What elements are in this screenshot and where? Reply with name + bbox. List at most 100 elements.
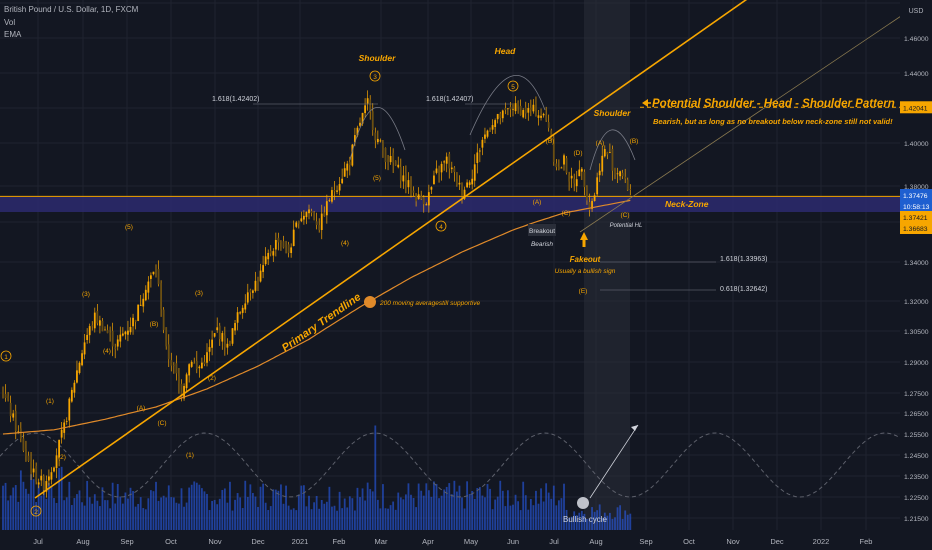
candle-body bbox=[76, 370, 78, 383]
candle-body bbox=[496, 113, 499, 120]
primary-trendline bbox=[34, 0, 748, 499]
candle-body bbox=[234, 323, 236, 331]
volume-bar bbox=[206, 493, 208, 530]
candle-body bbox=[417, 194, 420, 200]
volume-bar bbox=[583, 513, 586, 530]
volume-bar bbox=[379, 508, 382, 530]
candle-body bbox=[397, 164, 400, 168]
candle-body bbox=[310, 210, 313, 213]
volume-bar bbox=[231, 510, 234, 530]
volume-bar bbox=[573, 511, 576, 530]
fib-label: 0.618(1.32642) bbox=[720, 286, 767, 293]
fakeout-label: Fakeout bbox=[570, 255, 601, 264]
volume-bar bbox=[157, 500, 160, 530]
volume-bar bbox=[588, 518, 591, 530]
volume-bar bbox=[399, 497, 402, 530]
y-tick-label: 1.22500 bbox=[904, 495, 929, 502]
candle-body bbox=[468, 182, 471, 185]
bullish-sign-label: Usually a bullish sign bbox=[555, 268, 616, 275]
volume-bar bbox=[201, 488, 203, 530]
volume-bar bbox=[517, 501, 519, 530]
bearish-label: Bearish bbox=[531, 241, 553, 248]
volume-bar bbox=[351, 498, 354, 530]
candle-body bbox=[267, 252, 270, 260]
candle-body bbox=[178, 376, 180, 384]
volume-bar bbox=[30, 474, 32, 530]
volume-bar bbox=[137, 503, 140, 530]
volume-bar bbox=[438, 498, 440, 530]
volume-bar bbox=[593, 511, 596, 530]
candle-body bbox=[211, 339, 213, 348]
volume-bar bbox=[48, 482, 50, 530]
candle-body bbox=[295, 222, 298, 227]
candle-body bbox=[491, 125, 494, 130]
candle-body bbox=[48, 476, 50, 481]
candle-body bbox=[588, 202, 591, 211]
volume-bar bbox=[119, 496, 122, 530]
candle-body bbox=[300, 218, 303, 222]
volume-bar bbox=[509, 505, 512, 530]
candle-body bbox=[476, 152, 479, 163]
candle-body bbox=[624, 176, 627, 179]
volume-bar bbox=[188, 487, 191, 530]
volume-bar bbox=[4, 482, 7, 530]
price-axis[interactable]: USD1.460001.440001.420001.400001.380001.… bbox=[900, 0, 932, 550]
candle-body bbox=[338, 184, 341, 191]
volume-bar bbox=[364, 500, 366, 530]
volume-bar bbox=[586, 518, 588, 530]
volume-bar bbox=[629, 513, 632, 530]
candle-body bbox=[514, 103, 517, 112]
candle-body bbox=[264, 256, 267, 265]
volume-bar bbox=[491, 509, 494, 530]
candle-body bbox=[545, 114, 548, 121]
volume-bar bbox=[282, 503, 285, 530]
candle-body bbox=[68, 398, 71, 421]
candle-body bbox=[172, 365, 175, 367]
candle-body bbox=[542, 113, 545, 116]
time-axis[interactable]: Jul Aug Sep Oct Nov Dec 2021 Feb Mar Apr May Jun Jul… bbox=[0, 530, 932, 550]
candle-body bbox=[420, 196, 423, 199]
volume-bar bbox=[203, 491, 206, 530]
candle-body bbox=[241, 307, 244, 313]
volume-bar bbox=[249, 484, 252, 530]
candle-body bbox=[86, 334, 89, 340]
volume-bar bbox=[402, 499, 405, 530]
price-tag-low: 1.36683 bbox=[903, 226, 928, 233]
price-tag-neck-bg bbox=[900, 211, 932, 223]
volume-bar bbox=[453, 480, 456, 530]
candle-body bbox=[555, 163, 558, 168]
volume-bar bbox=[603, 512, 606, 530]
candle-body bbox=[226, 343, 229, 348]
volume-bar bbox=[180, 488, 183, 530]
x-tick-label: Nov bbox=[726, 537, 740, 546]
volume-bar bbox=[53, 498, 55, 530]
neck-zone-band bbox=[0, 197, 900, 212]
volume-bar bbox=[152, 491, 155, 530]
price-tag-current-bg bbox=[900, 189, 932, 201]
candle-body bbox=[591, 200, 593, 209]
candle-body bbox=[529, 107, 532, 110]
candle-body bbox=[512, 108, 514, 110]
breakout-label: Breakout bbox=[529, 228, 555, 235]
x-tick-label: Sep bbox=[639, 537, 652, 546]
candle-body bbox=[440, 163, 443, 173]
volume-bar bbox=[32, 479, 35, 530]
potential-hl-label: Potential HL bbox=[610, 223, 643, 229]
candle-body bbox=[7, 396, 9, 401]
candle-body bbox=[438, 168, 440, 174]
volume-bar bbox=[499, 480, 502, 530]
candle-body bbox=[346, 163, 349, 171]
y-tick-label: 1.27500 bbox=[904, 391, 929, 398]
candle-body bbox=[280, 241, 282, 243]
candle-body bbox=[366, 98, 369, 104]
neck-zone-label: Neck-Zone bbox=[665, 199, 709, 209]
volume-bar bbox=[591, 507, 593, 530]
ma-note: 200 moving averagestill supportive bbox=[379, 300, 480, 307]
volume-bar bbox=[463, 508, 466, 530]
volume-bar bbox=[300, 485, 303, 530]
candle-body bbox=[190, 361, 193, 367]
wave-label: (B) bbox=[546, 138, 555, 145]
volume-bar bbox=[494, 499, 497, 530]
cycle-marker bbox=[577, 497, 589, 509]
